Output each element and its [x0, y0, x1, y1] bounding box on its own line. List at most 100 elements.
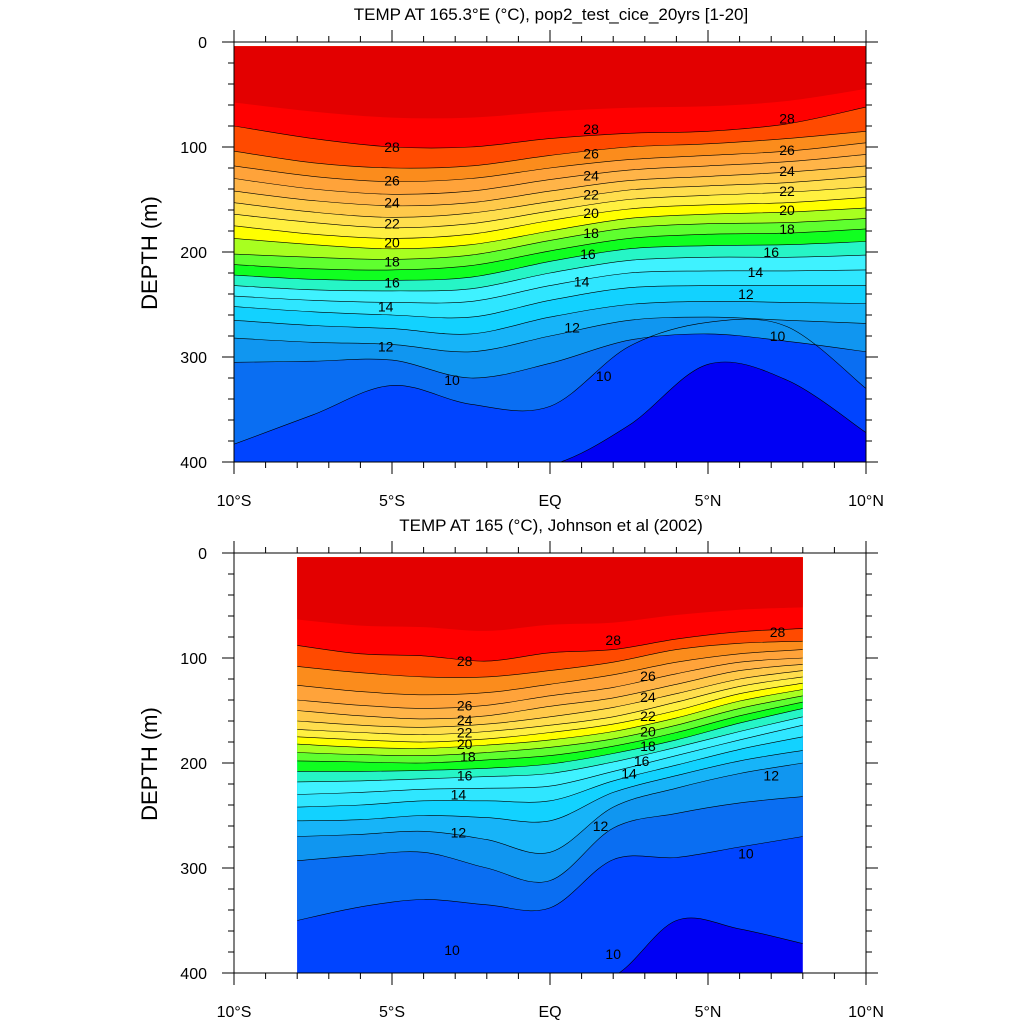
isotherm-18	[297, 701, 803, 764]
contour-label: 12	[564, 320, 580, 336]
isotherm-12	[297, 762, 803, 854]
isotherm-11	[234, 333, 866, 379]
y-tick-label: 100	[180, 651, 207, 668]
contour-label: 16	[384, 274, 400, 290]
x-tick-label: 5°N	[695, 493, 722, 510]
y-tick-label: 400	[180, 966, 207, 983]
isotherm-19	[297, 695, 803, 756]
isotherm-26	[297, 649, 803, 696]
contour-label: 12	[378, 339, 394, 355]
panel-observed: TEMP AT 165 (°C), Johnson et al (2002) D…	[137, 516, 884, 1021]
contour-label: 26	[384, 173, 400, 189]
isotherm-25	[297, 657, 803, 709]
contour-label: 10	[738, 845, 754, 861]
contour-label: 20	[583, 205, 599, 221]
isotherm-13	[234, 301, 866, 335]
isotherm-23	[297, 670, 803, 728]
isotherm-9	[559, 361, 866, 462]
contour-label: 22	[779, 183, 795, 199]
x-tick-label: EQ	[538, 493, 561, 510]
contour-label: 16	[634, 753, 650, 769]
y-tick-label: 200	[180, 756, 207, 773]
contour-label: 28	[384, 139, 400, 155]
isotherm-26	[234, 142, 866, 183]
contour-label: 28	[583, 121, 599, 137]
contour-lines	[234, 106, 866, 462]
contour-label: 14	[378, 299, 394, 315]
contour-label: 22	[457, 725, 473, 741]
contour-label: 24	[384, 195, 400, 211]
isotherm-15	[297, 724, 803, 795]
y-tick-label: 300	[180, 350, 207, 367]
panel-title: TEMP AT 165 (°C), Johnson et al (2002)	[399, 516, 703, 535]
contour-label: 22	[640, 708, 656, 724]
contour-label: 26	[640, 668, 656, 684]
contour-fills	[297, 557, 803, 973]
contour-label: 26	[779, 142, 795, 158]
y-axis: 0 100 200 300 400	[180, 546, 878, 983]
isotherm-16	[297, 716, 803, 783]
contour-label: 18	[779, 221, 795, 237]
contour-label: 24	[457, 712, 473, 728]
contour-label: 16	[763, 244, 779, 260]
isotherm-17	[297, 708, 803, 772]
contour-label: 12	[593, 818, 609, 834]
y-axis-label: DEPTH (m)	[137, 707, 162, 821]
isotherm-25	[234, 154, 866, 195]
isotherm-19	[234, 218, 866, 260]
contour-label: 26	[457, 697, 473, 713]
isotherm-16	[234, 254, 866, 292]
contour-label: 20	[779, 202, 795, 218]
isotherm-27	[297, 640, 803, 678]
x-tick-label: EQ	[538, 1004, 561, 1021]
contour-band-warmest	[297, 557, 803, 631]
contour-label: 28	[770, 624, 786, 640]
x-tick-label: 5°S	[379, 1004, 405, 1021]
y-axis-label: DEPTH (m)	[137, 196, 162, 310]
x-tick-label: 5°N	[695, 1004, 722, 1021]
x-axis: 10°S 5°S EQ 5°N 10°N	[217, 541, 884, 1021]
isotherm-11	[297, 796, 803, 883]
isotherm-21	[297, 682, 803, 743]
panel-model: TEMP AT 165.3°E (°C), pop2_test_cice_20y…	[137, 5, 884, 510]
isotherm-18	[234, 228, 866, 271]
isotherm-20	[297, 689, 803, 749]
isotherm-14	[297, 736, 803, 808]
contour-label: 24	[583, 167, 599, 183]
contour-label: 12	[451, 824, 467, 840]
contour-label: 20	[457, 736, 473, 752]
isotherm-24	[234, 165, 866, 207]
x-tick-label: 10°S	[217, 493, 252, 510]
y-tick-label: 100	[180, 140, 207, 157]
contour-label: 14	[451, 787, 467, 803]
isotherm-20	[234, 207, 866, 250]
isotherm-22	[297, 676, 803, 735]
contour-lines	[297, 628, 803, 973]
contour-label: 18	[384, 253, 400, 269]
y-tick-label: 0	[198, 35, 207, 52]
contour-label: 18	[583, 225, 599, 241]
contour-label: 22	[583, 186, 599, 202]
isotherm-14	[234, 285, 866, 319]
contour-label: 18	[640, 738, 656, 754]
contour-band-warmest	[234, 46, 866, 119]
contour-label: 24	[640, 689, 656, 705]
y-tick-label: 400	[180, 455, 207, 472]
contour-fills	[234, 46, 866, 462]
y-tick-label: 0	[198, 546, 207, 563]
contour-label: 12	[763, 768, 779, 784]
contour-label: 16	[457, 768, 473, 784]
x-tick-label: 10°N	[848, 1004, 884, 1021]
isotherm-10	[234, 318, 866, 445]
y-tick-label: 200	[180, 245, 207, 262]
contour-label: 16	[580, 246, 596, 262]
contour-label: 10	[596, 368, 612, 384]
contour-label: 22	[384, 216, 400, 232]
x-tick-label: 10°N	[848, 493, 884, 510]
panel-title: TEMP AT 165.3°E (°C), pop2_test_cice_20y…	[354, 5, 748, 24]
contour-label: 10	[770, 328, 786, 344]
isotherm-27	[234, 131, 866, 169]
